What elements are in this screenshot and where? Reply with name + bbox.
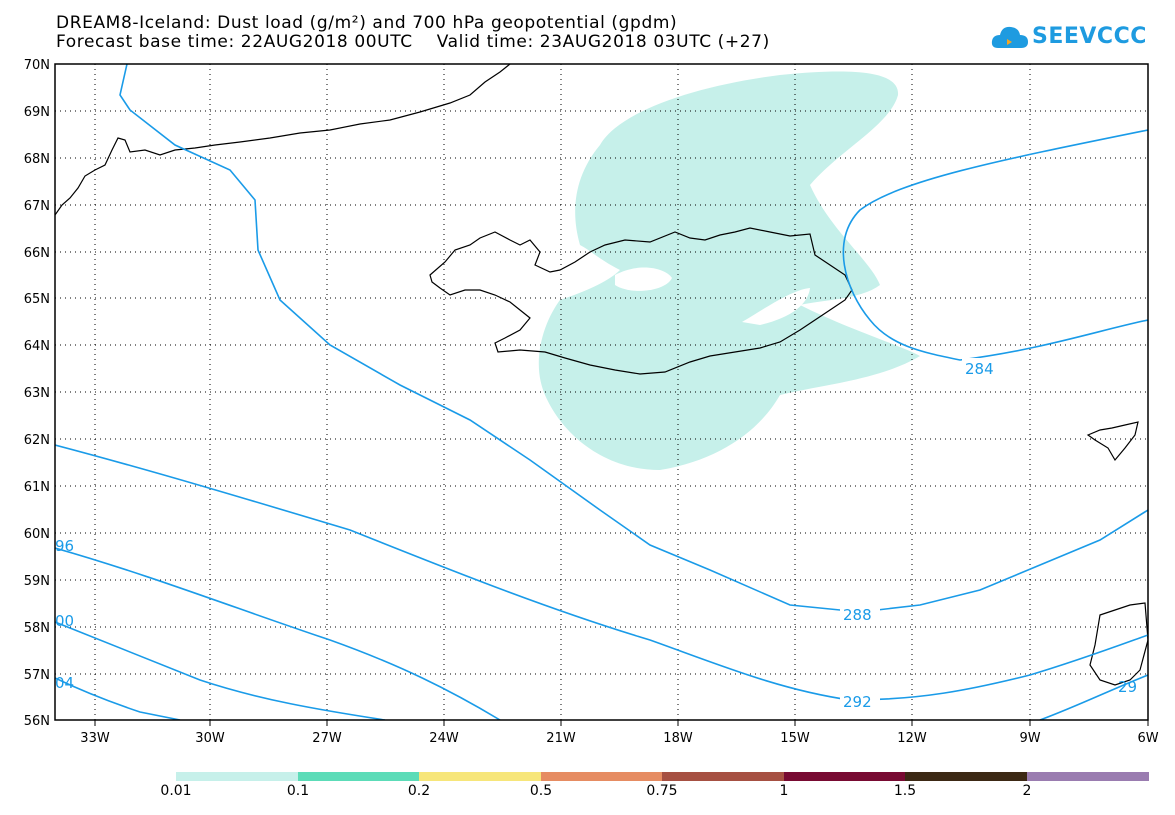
contour-292	[55, 547, 501, 720]
lon-label: 33W	[80, 731, 110, 746]
lon-label: 24W	[429, 731, 459, 746]
colorbar-segment	[419, 772, 541, 781]
lat-label: 59N	[24, 574, 50, 589]
colorbar-segment	[784, 772, 905, 781]
lon-label: 12W	[897, 731, 927, 746]
colorbar-segment	[176, 772, 298, 781]
map-subtitle: Forecast base time: 22AUG2018 00UTC Vali…	[56, 32, 770, 52]
contour-288	[55, 444, 1148, 701]
colorbar-segment	[541, 772, 662, 781]
lon-label: 18W	[663, 731, 693, 746]
colorbar-segment	[905, 772, 1027, 781]
colorbar-segment	[298, 772, 419, 781]
contour-label-284: 284	[965, 360, 994, 378]
colorbar-tick: 2	[1022, 783, 1032, 799]
contour-284	[842, 129, 1148, 361]
colorbar-tick: 0.1	[286, 783, 310, 799]
longitude-labels: 33W 30W 27W 24W 21W 18W 15W 12W 9W 6W	[80, 731, 1158, 746]
lon-label: 9W	[1019, 731, 1040, 746]
cloud-icon	[991, 26, 1028, 48]
colorbar-segment	[662, 772, 784, 781]
colorbar-tick: 0.75	[646, 783, 678, 799]
lat-label: 64N	[24, 339, 50, 354]
map-title: DREAM8-Iceland: Dust load (g/m²) and 700…	[56, 13, 678, 33]
lat-label: 58N	[24, 621, 50, 636]
colorbar-tick: 1	[779, 783, 789, 799]
contour-label-304: 04	[55, 674, 74, 692]
lat-label: 60N	[24, 527, 50, 542]
lat-label: 63N	[24, 386, 50, 401]
contour-label-300: 00	[55, 612, 74, 630]
lon-label: 27W	[312, 731, 342, 746]
lat-label: 57N	[24, 668, 50, 683]
geopotential-contours	[55, 64, 1148, 720]
lat-label: 69N	[24, 105, 50, 120]
logo-text: SEEVCCC	[1032, 24, 1147, 49]
contour-label-296: 96	[55, 537, 74, 555]
colorbar-segment	[1027, 772, 1149, 781]
lat-label: 62N	[24, 433, 50, 448]
contour-label-292: 292	[843, 693, 872, 711]
contour-labels: 284 288 292 96 00 04 29	[55, 358, 1137, 711]
latitude-labels: 70N 69N 68N 67N 66N 65N 64N 63N 62N 61N …	[24, 58, 50, 729]
lat-label: 61N	[24, 480, 50, 495]
graticule	[55, 64, 1148, 720]
lat-label: 68N	[24, 152, 50, 167]
lat-label: 65N	[24, 292, 50, 307]
tick-marks	[94, 720, 1149, 726]
colorbar-tick: 0.01	[160, 783, 192, 799]
colorbar-tick: 0.5	[529, 783, 553, 799]
lon-label: 21W	[546, 731, 576, 746]
dust-load-area	[538, 71, 920, 470]
lat-label: 67N	[24, 199, 50, 214]
lat-label: 56N	[24, 714, 50, 729]
lat-label: 66N	[24, 246, 50, 261]
lon-label: 6W	[1137, 731, 1158, 746]
contour-300	[55, 677, 181, 720]
plot-frame	[54, 63, 1149, 721]
scotland-coast	[1089, 602, 1148, 686]
greenland-coast	[55, 64, 511, 216]
colorbar-tick: 1.5	[893, 783, 917, 799]
contour-296	[55, 621, 386, 720]
contour-north	[119, 64, 1148, 613]
contour-se	[1039, 674, 1148, 720]
colorbar-tick: 0.2	[407, 783, 431, 799]
lon-label: 15W	[780, 731, 810, 746]
contour-label-288: 288	[843, 606, 872, 624]
contour-label-296-east: 29	[1118, 678, 1137, 696]
seevccc-logo: SEEVCCC	[990, 18, 1150, 58]
lon-label: 30W	[195, 731, 225, 746]
faroe-coast	[1086, 421, 1139, 462]
lat-label: 70N	[24, 58, 50, 73]
